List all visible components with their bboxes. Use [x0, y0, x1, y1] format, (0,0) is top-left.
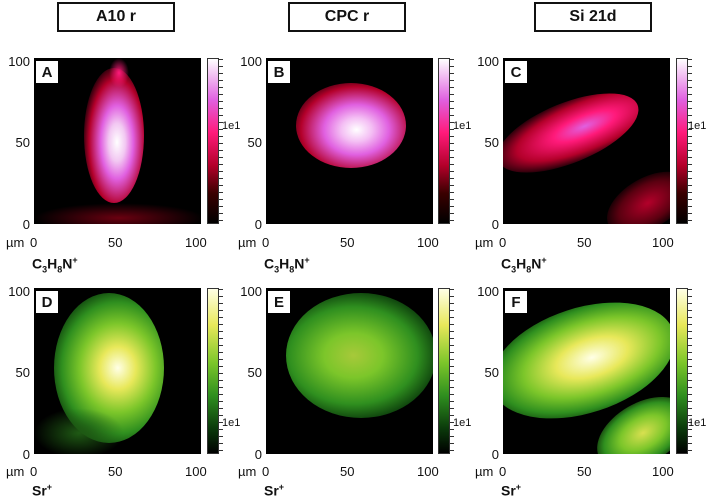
x-tick-label: 0 [262, 464, 270, 479]
y-tick-label: 0 [491, 217, 499, 232]
y-tick-label: 100 [8, 284, 30, 299]
axis-unit: µm [238, 464, 257, 479]
species-label-c3h8n: C3H8N+ [264, 255, 310, 275]
x-tick-label: 100 [652, 464, 674, 479]
map-panel-c: C [503, 58, 670, 224]
y-tick-label: 100 [477, 54, 499, 69]
axis-unit: µm [475, 235, 494, 250]
axis-unit: µm [238, 235, 257, 250]
colorbar-label: 1e1 [688, 417, 707, 429]
species-label-sr: Sr+ [32, 482, 53, 499]
y-tick-label: 50 [15, 365, 30, 380]
x-tick-label: 50 [577, 464, 592, 479]
map-panel-e: E [266, 288, 433, 454]
y-tick-label: 0 [22, 217, 30, 232]
colorbar-magenta [207, 58, 223, 224]
colorbar-green [438, 288, 454, 454]
x-tick-label: 100 [185, 235, 207, 250]
panel-tag: A [36, 61, 58, 83]
y-tick-label: 0 [22, 447, 30, 462]
x-tick-label: 100 [185, 464, 207, 479]
map-panel-d: D [34, 288, 201, 454]
axis-unit: µm [6, 235, 25, 250]
panel-tag: C [505, 61, 527, 83]
x-tick-label: 50 [340, 464, 355, 479]
x-tick-label: 0 [499, 235, 507, 250]
column-header-cpcr: CPC r [288, 2, 406, 32]
colorbar-label: 1e1 [453, 120, 472, 132]
x-tick-label: 0 [262, 235, 270, 250]
axis-unit: µm [475, 464, 494, 479]
x-tick-label: 100 [417, 464, 439, 479]
x-tick-label: 0 [499, 464, 507, 479]
colorbar-label: 1e1 [222, 120, 241, 132]
colorbar-green [676, 288, 692, 454]
x-tick-label: 50 [108, 464, 123, 479]
x-tick-label: 50 [577, 235, 592, 250]
column-header-si21d: Si 21d [534, 2, 652, 32]
panel-tag: D [36, 291, 58, 313]
colorbar-green [207, 288, 223, 454]
colorbar-magenta [676, 58, 692, 224]
x-tick-label: 0 [30, 464, 38, 479]
panel-tag: E [268, 291, 290, 313]
species-label-c3h8n: C3H8N+ [32, 255, 78, 275]
x-tick-label: 100 [417, 235, 439, 250]
map-panel-a: A [34, 58, 201, 224]
x-tick-label: 50 [108, 235, 123, 250]
y-tick-label: 50 [484, 135, 499, 150]
y-tick-label: 0 [491, 447, 499, 462]
map-panel-f: F [503, 288, 670, 454]
colorbar-label: 1e1 [688, 120, 707, 132]
species-label-sr: Sr+ [264, 482, 285, 499]
y-tick-label: 100 [8, 54, 30, 69]
panel-tag: F [505, 291, 527, 313]
y-tick-label: 0 [254, 217, 262, 232]
x-tick-label: 50 [340, 235, 355, 250]
panel-tag: B [268, 61, 290, 83]
colorbar-label: 1e1 [453, 417, 472, 429]
y-tick-label: 50 [484, 365, 499, 380]
y-tick-label: 100 [477, 284, 499, 299]
y-tick-label: 50 [247, 365, 262, 380]
colorbar-label: 1e1 [222, 417, 241, 429]
y-tick-label: 0 [254, 447, 262, 462]
species-label-c3h8n: C3H8N+ [501, 255, 547, 275]
axis-unit: µm [6, 464, 25, 479]
map-panel-b: B [266, 58, 433, 224]
y-tick-label: 50 [247, 135, 262, 150]
x-tick-label: 0 [30, 235, 38, 250]
colorbar-magenta [438, 58, 454, 224]
y-tick-label: 100 [240, 284, 262, 299]
column-header-a10r: A10 r [57, 2, 175, 32]
y-tick-label: 50 [15, 135, 30, 150]
y-tick-label: 100 [240, 54, 262, 69]
species-label-sr: Sr+ [501, 482, 522, 499]
x-tick-label: 100 [652, 235, 674, 250]
